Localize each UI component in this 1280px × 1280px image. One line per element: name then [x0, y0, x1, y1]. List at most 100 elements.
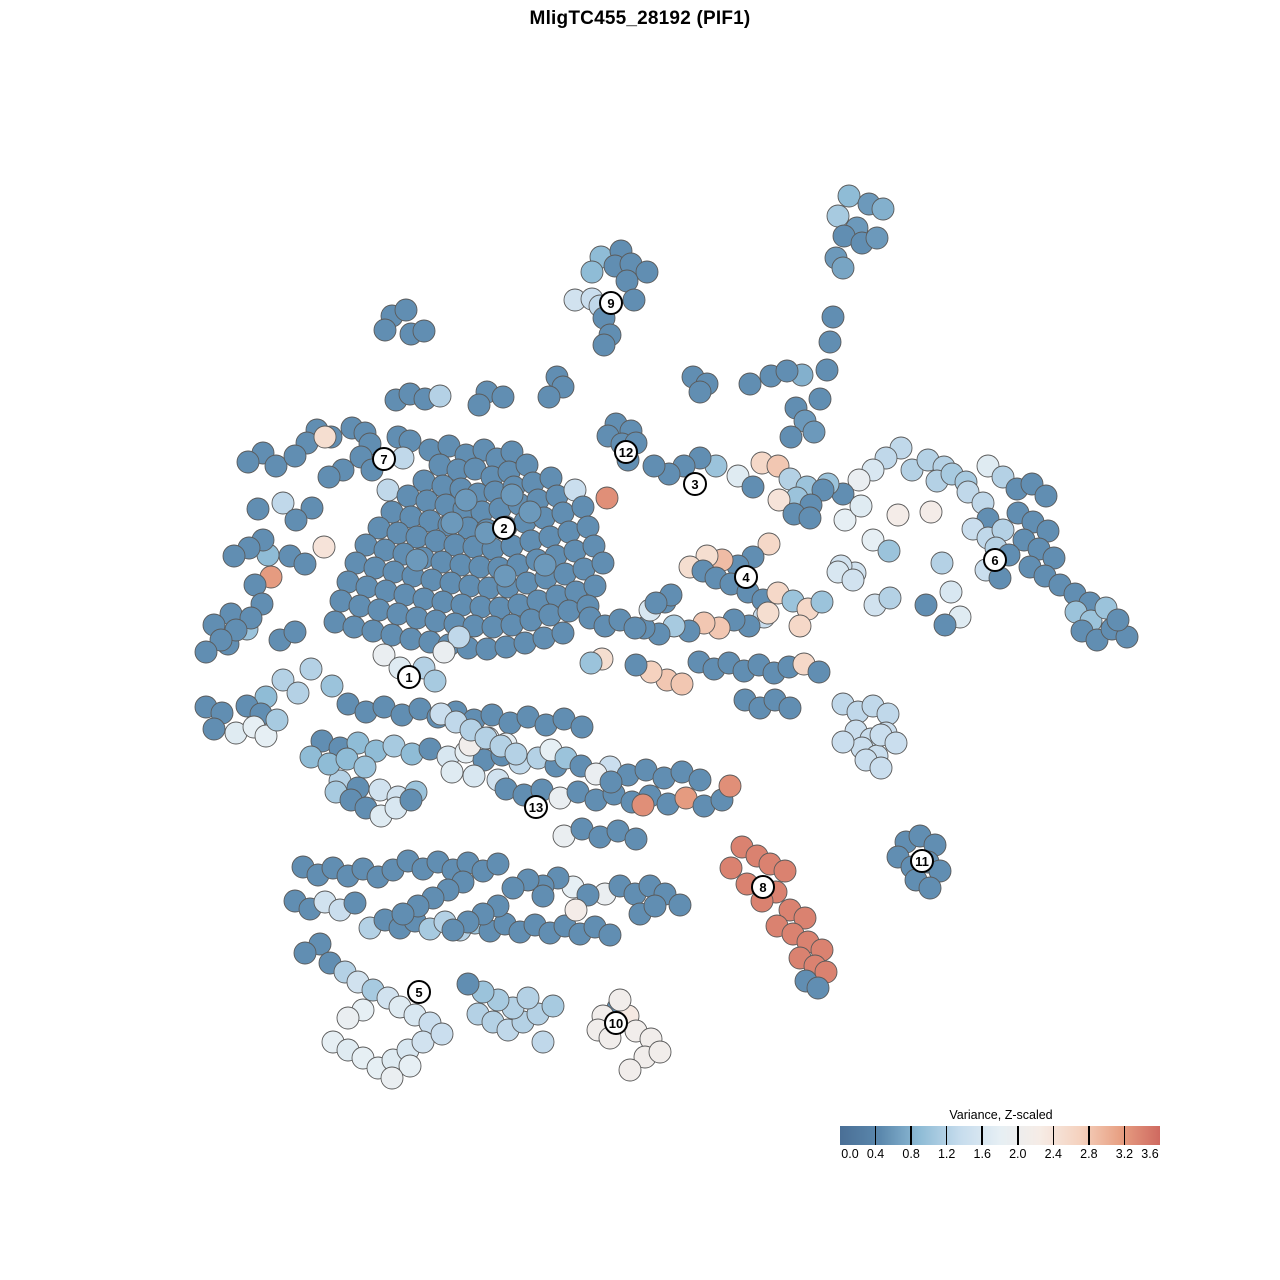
legend-gradient-slice	[917, 1126, 919, 1145]
legend-gradient-slice	[989, 1126, 991, 1145]
legend-gradient-slice	[1116, 1126, 1118, 1145]
data-point	[778, 696, 802, 720]
legend-gradient-slice	[1041, 1126, 1043, 1145]
cluster-label-11[interactable]: 11	[910, 849, 934, 873]
data-point	[423, 669, 447, 693]
legend-gradient-slice	[1064, 1126, 1066, 1145]
cluster-label-5[interactable]: 5	[407, 980, 431, 1004]
legend-gradient-slice	[859, 1126, 861, 1145]
legend-gradient-slice	[984, 1126, 986, 1145]
data-point	[462, 764, 486, 788]
legend-gradient-slice	[978, 1126, 980, 1145]
data-point	[718, 774, 742, 798]
legend-gradient-slice	[867, 1126, 869, 1145]
data-point	[570, 715, 594, 739]
legend-gradient-slice	[842, 1126, 844, 1145]
cluster-label-8[interactable]: 8	[751, 875, 775, 899]
legend-gradient-slice	[1118, 1126, 1120, 1145]
legend-gradient-slice	[1033, 1126, 1035, 1145]
legend-gradient-slice	[1117, 1126, 1119, 1145]
data-point	[579, 651, 603, 675]
legend-gradient-slice	[902, 1126, 904, 1145]
cluster-label-4[interactable]: 4	[734, 565, 758, 589]
legend-gradient-slice	[855, 1126, 857, 1145]
legend-gradient-slice	[1036, 1126, 1038, 1145]
data-point	[493, 564, 517, 588]
data-point	[624, 827, 648, 851]
data-point	[202, 717, 226, 741]
legend-gradient-slice	[1013, 1126, 1015, 1145]
cluster-label-12[interactable]: 12	[614, 440, 638, 464]
legend-gradient-slice	[963, 1126, 965, 1145]
legend-gradient-slice	[1049, 1126, 1051, 1145]
legend-gradient-slice	[938, 1126, 940, 1145]
data-point	[930, 551, 954, 575]
legend-gradient-slice	[885, 1126, 887, 1145]
cluster-label-1[interactable]: 1	[397, 665, 421, 689]
data-point	[811, 478, 835, 502]
legend-gradient-slice	[1003, 1126, 1005, 1145]
legend-gradient-slice	[942, 1126, 944, 1145]
legend-gradient-slice	[976, 1126, 978, 1145]
data-point	[372, 643, 396, 667]
legend-gradient-slice	[991, 1126, 993, 1145]
legend-gradient-slice	[865, 1126, 867, 1145]
legend-gradient-slice	[1099, 1126, 1101, 1145]
cluster-label-2[interactable]: 2	[492, 516, 516, 540]
legend-gradient-slice	[923, 1126, 925, 1145]
data-point	[312, 535, 336, 559]
legend-tick-label: 0.8	[902, 1147, 920, 1161]
legend-gradient-slice	[1086, 1126, 1088, 1145]
data-point	[518, 500, 542, 524]
legend-gradient-slice	[988, 1126, 990, 1145]
legend-gradient-slice	[1015, 1126, 1017, 1145]
data-point	[841, 568, 865, 592]
legend-gradient-slice	[1132, 1126, 1134, 1145]
data-point	[670, 672, 694, 696]
legend-gradient-slice	[935, 1126, 937, 1145]
legend-gradient-slice	[1130, 1126, 1132, 1145]
legend-gradient-slice	[987, 1126, 989, 1145]
data-point	[531, 1030, 555, 1054]
legend-gradient-slice	[1020, 1126, 1022, 1145]
data-point	[775, 359, 799, 383]
legend-gradient-slice	[889, 1126, 891, 1145]
data-point	[300, 496, 324, 520]
legend-gradient-slice	[1061, 1126, 1063, 1145]
data-point	[815, 358, 839, 382]
legend-gradient-slice	[925, 1126, 927, 1145]
legend-gradient-slice	[1087, 1126, 1089, 1145]
legend-gradient-slice	[1048, 1126, 1050, 1145]
cluster-label-13[interactable]: 13	[524, 795, 548, 819]
data-point	[583, 574, 607, 598]
legend-gradient-slice	[857, 1126, 859, 1145]
data-point	[538, 603, 562, 627]
legend-gradient-slice	[1128, 1126, 1130, 1145]
legend-tick-mark	[1016, 1126, 1019, 1145]
cluster-label-9[interactable]: 9	[599, 291, 623, 315]
legend-gradient-slice	[1125, 1126, 1127, 1145]
legend-gradient-slice	[959, 1126, 961, 1145]
legend-gradient-slice	[892, 1126, 894, 1145]
legend-gradient-slice	[1101, 1126, 1103, 1145]
legend-gradient-slice	[927, 1126, 929, 1145]
cluster-label-10[interactable]: 10	[604, 1011, 628, 1035]
legend-gradient-slice	[1065, 1126, 1067, 1145]
legend-tick-mark	[945, 1126, 948, 1145]
legend-gradient-slice	[890, 1126, 892, 1145]
data-point	[807, 660, 831, 684]
legend-gradient-slice	[1030, 1126, 1032, 1145]
data-point	[415, 489, 439, 513]
legend-gradient-slice	[1027, 1126, 1029, 1145]
cluster-label-6[interactable]: 6	[983, 548, 1007, 572]
cluster-label-7[interactable]: 7	[372, 447, 396, 471]
data-point	[831, 730, 855, 754]
legend-gradient-slice	[979, 1126, 981, 1145]
legend-gradient-slice	[1129, 1126, 1131, 1145]
data-point	[741, 475, 765, 499]
legend-gradient-slice	[956, 1126, 958, 1145]
legend-gradient-slice	[1119, 1126, 1121, 1145]
legend-gradient-slice	[1091, 1126, 1093, 1145]
cluster-label-3[interactable]: 3	[683, 472, 707, 496]
legend-gradient-slice	[1150, 1126, 1152, 1145]
